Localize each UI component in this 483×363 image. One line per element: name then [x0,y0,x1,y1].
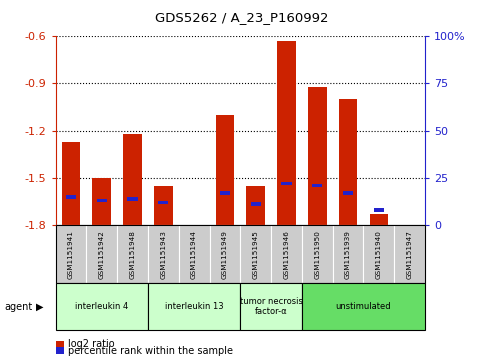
Bar [158,200,169,204]
Bar [394,225,425,283]
Bar [271,225,302,283]
Text: GSM1151945: GSM1151945 [253,230,259,278]
Bar [56,283,148,330]
Bar [312,184,322,187]
Text: interleukin 4: interleukin 4 [75,302,128,311]
Bar [302,283,425,330]
Bar [369,214,388,225]
Bar [86,225,117,283]
Bar [56,225,86,283]
Text: GSM1151940: GSM1151940 [376,230,382,278]
Bar [308,87,327,225]
Bar [123,134,142,225]
Text: GSM1151939: GSM1151939 [345,230,351,278]
Text: GSM1151950: GSM1151950 [314,230,320,278]
Bar [251,203,261,206]
Text: GSM1151946: GSM1151946 [284,230,289,278]
Text: tumor necrosis
factor-α: tumor necrosis factor-α [240,297,302,317]
Bar [333,225,364,283]
Bar [92,178,111,225]
Text: GSM1151944: GSM1151944 [191,230,197,278]
Text: GSM1151942: GSM1151942 [99,230,105,278]
Bar [148,225,179,283]
Bar [277,41,296,225]
Bar [117,225,148,283]
Bar [240,225,271,283]
Text: GSM1151943: GSM1151943 [160,230,166,278]
Bar [339,99,357,225]
Text: GSM1151941: GSM1151941 [68,230,74,278]
Bar [66,195,76,199]
Bar [62,142,80,225]
Text: unstimulated: unstimulated [336,302,391,311]
Text: interleukin 13: interleukin 13 [165,302,224,311]
Bar [215,115,234,225]
Bar [97,199,107,203]
Text: percentile rank within the sample: percentile rank within the sample [68,346,233,356]
Text: ▶: ▶ [36,302,44,312]
Bar [179,225,210,283]
Bar [374,208,384,212]
Bar [154,186,172,225]
Bar [364,225,394,283]
Text: GSM1151947: GSM1151947 [407,230,412,278]
Text: agent: agent [5,302,33,312]
Bar [240,283,302,330]
Bar [210,225,240,283]
Text: GSM1151949: GSM1151949 [222,230,228,278]
Text: GSM1151948: GSM1151948 [129,230,136,278]
Bar [246,186,265,225]
Bar [343,191,353,195]
Bar [282,182,292,185]
Bar [128,197,138,200]
Bar [148,283,241,330]
Bar [302,225,333,283]
Bar [220,191,230,195]
Text: GDS5262 / A_23_P160992: GDS5262 / A_23_P160992 [155,11,328,24]
Text: log2 ratio: log2 ratio [68,339,114,349]
